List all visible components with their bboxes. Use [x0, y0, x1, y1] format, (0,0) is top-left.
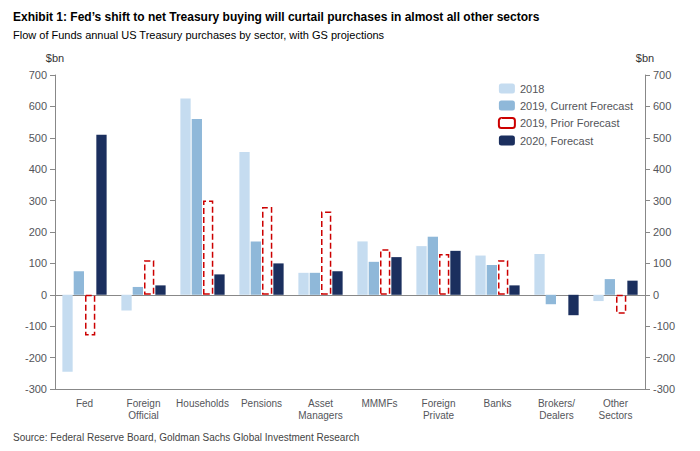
svg-text:Banks: Banks — [484, 398, 512, 409]
svg-text:-100: -100 — [25, 320, 47, 332]
svg-text:-300: -300 — [653, 383, 675, 395]
svg-text:Households: Households — [176, 398, 229, 409]
svg-text:-200: -200 — [653, 352, 675, 364]
svg-text:600: 600 — [653, 100, 671, 112]
svg-text:100: 100 — [653, 257, 671, 269]
svg-text:-200: -200 — [25, 352, 47, 364]
svg-text:Asset: Asset — [308, 398, 333, 409]
svg-text:$bn: $bn — [46, 52, 64, 64]
svg-text:0: 0 — [41, 289, 47, 301]
svg-text:400: 400 — [29, 163, 47, 175]
svg-text:-300: -300 — [25, 383, 47, 395]
svg-text:2019, Current Forecast: 2019, Current Forecast — [520, 100, 633, 112]
svg-text:200: 200 — [29, 226, 47, 238]
svg-text:Pensions: Pensions — [241, 398, 282, 409]
svg-text:400: 400 — [653, 163, 671, 175]
svg-text:$bn: $bn — [636, 52, 654, 64]
svg-text:Dealers: Dealers — [539, 410, 573, 421]
svg-text:Flow of Funds annual US Treasu: Flow of Funds annual US Treasury purchas… — [13, 29, 385, 41]
svg-text:500: 500 — [29, 132, 47, 144]
svg-text:100: 100 — [29, 257, 47, 269]
svg-text:200: 200 — [653, 226, 671, 238]
svg-text:Brokers/: Brokers/ — [538, 398, 575, 409]
svg-text:700: 700 — [29, 69, 47, 81]
svg-text:Exhibit 1: Fed’s shift to net: Exhibit 1: Fed’s shift to net Treasury b… — [13, 10, 540, 24]
svg-text:Other: Other — [603, 398, 629, 409]
svg-text:300: 300 — [29, 195, 47, 207]
svg-text:MMMFs: MMMFs — [361, 398, 397, 409]
svg-text:Official: Official — [128, 410, 158, 421]
svg-text:2018: 2018 — [520, 83, 544, 95]
svg-text:500: 500 — [653, 132, 671, 144]
svg-text:Source: Federal Reserve Board,: Source: Federal Reserve Board, Goldman S… — [13, 432, 359, 443]
svg-text:Private: Private — [423, 410, 455, 421]
svg-text:2020, Forecast: 2020, Forecast — [520, 135, 593, 147]
svg-text:Foreign: Foreign — [422, 398, 456, 409]
svg-text:Foreign: Foreign — [127, 398, 161, 409]
svg-text:700: 700 — [653, 69, 671, 81]
svg-text:600: 600 — [29, 100, 47, 112]
svg-text:2019, Prior Forecast: 2019, Prior Forecast — [520, 117, 620, 129]
svg-text:-100: -100 — [653, 320, 675, 332]
svg-text:0: 0 — [653, 289, 659, 301]
svg-text:Sectors: Sectors — [599, 410, 633, 421]
svg-text:Fed: Fed — [76, 398, 93, 409]
svg-text:300: 300 — [653, 195, 671, 207]
svg-text:Managers: Managers — [298, 410, 342, 421]
